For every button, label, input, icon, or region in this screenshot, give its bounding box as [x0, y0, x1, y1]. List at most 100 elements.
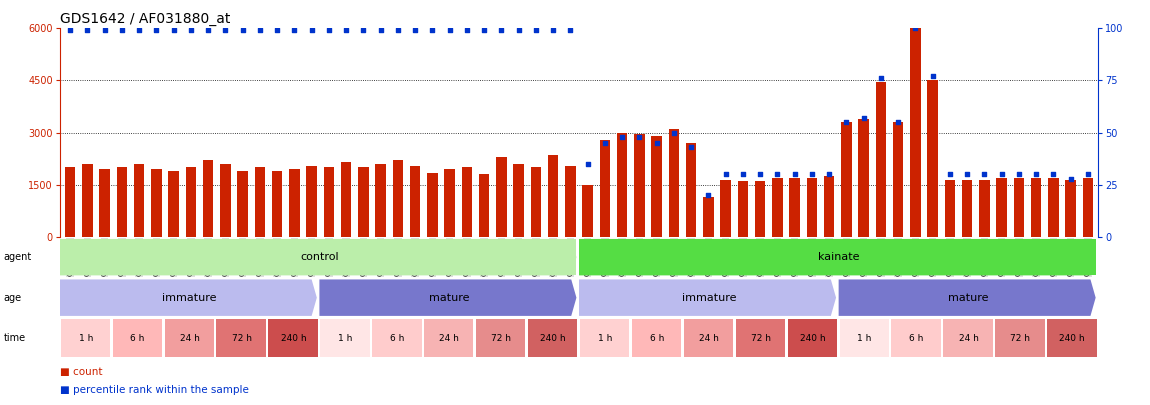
Bar [891, 319, 941, 357]
Point [1061, 175, 1080, 182]
Bar [444, 169, 455, 237]
Point [199, 27, 217, 34]
Text: age: age [3, 293, 22, 303]
Text: kainate: kainate [818, 252, 859, 262]
Bar [635, 134, 645, 237]
Bar [858, 119, 869, 237]
Point [992, 171, 1011, 177]
Bar [995, 319, 1044, 357]
Bar [204, 160, 214, 237]
Point [751, 171, 769, 177]
Point [820, 171, 838, 177]
Bar [133, 164, 145, 237]
Bar [99, 169, 109, 237]
Point [423, 27, 442, 34]
Text: 6 h: 6 h [910, 334, 923, 343]
Bar [531, 167, 542, 237]
FancyArrow shape [60, 239, 576, 275]
Bar [549, 155, 559, 237]
Text: GDS1642 / AF031880_at: GDS1642 / AF031880_at [60, 12, 230, 26]
Point [389, 27, 407, 34]
Point [854, 115, 873, 121]
Bar [911, 28, 921, 237]
Point [527, 27, 545, 34]
Text: 6 h: 6 h [650, 334, 664, 343]
Text: 72 h: 72 h [491, 334, 511, 343]
Point [320, 27, 338, 34]
Text: ■ percentile rank within the sample: ■ percentile rank within the sample [60, 385, 248, 395]
Bar [738, 181, 749, 237]
Bar [461, 167, 473, 237]
Text: 24 h: 24 h [699, 334, 719, 343]
Bar [669, 129, 678, 237]
Bar [476, 319, 526, 357]
Text: 1 h: 1 h [338, 334, 353, 343]
Bar [894, 122, 904, 237]
Bar [409, 166, 421, 237]
Bar [340, 162, 352, 237]
Bar [945, 179, 954, 237]
Text: ■ count: ■ count [60, 367, 102, 377]
Text: 1 h: 1 h [858, 334, 872, 343]
Point [302, 27, 321, 34]
Bar [842, 122, 851, 237]
Bar [113, 319, 162, 357]
Point [699, 192, 718, 198]
FancyArrow shape [320, 279, 576, 316]
Bar [290, 169, 299, 237]
Bar [324, 167, 333, 237]
Point [941, 171, 959, 177]
Bar [528, 319, 577, 357]
Bar [60, 239, 576, 275]
Text: immature: immature [162, 293, 217, 303]
Bar [1083, 178, 1094, 237]
Point [837, 119, 856, 126]
Text: 24 h: 24 h [958, 334, 979, 343]
Bar [1032, 178, 1042, 237]
Point [509, 27, 528, 34]
Bar [237, 171, 247, 237]
Bar [478, 174, 490, 237]
Point [647, 140, 666, 146]
Bar [600, 140, 610, 237]
Point [371, 27, 390, 34]
Point [78, 27, 97, 34]
Bar [578, 239, 1096, 275]
Bar [61, 319, 110, 357]
Bar [1048, 319, 1096, 357]
Text: 240 h: 240 h [1059, 334, 1086, 343]
Point [95, 27, 114, 34]
Bar [566, 166, 576, 237]
Text: 240 h: 240 h [540, 334, 566, 343]
FancyArrow shape [838, 279, 1096, 316]
Bar [216, 319, 266, 357]
Point [544, 27, 562, 34]
Bar [840, 319, 889, 357]
Bar [651, 136, 662, 237]
Bar [582, 185, 593, 237]
Text: 1 h: 1 h [78, 334, 93, 343]
Text: 6 h: 6 h [130, 334, 145, 343]
Point [475, 27, 493, 34]
Point [492, 27, 511, 34]
Point [182, 27, 200, 34]
Text: 24 h: 24 h [179, 334, 200, 343]
Bar [220, 164, 230, 237]
Point [768, 171, 787, 177]
Text: immature: immature [682, 293, 736, 303]
Bar [1014, 178, 1025, 237]
Bar [807, 178, 816, 237]
Bar [152, 169, 161, 237]
Point [578, 161, 597, 167]
Bar [789, 178, 800, 237]
Point [233, 27, 252, 34]
Point [337, 27, 355, 34]
Point [682, 144, 700, 151]
Text: 1 h: 1 h [598, 334, 612, 343]
Point [216, 27, 235, 34]
Bar [704, 197, 713, 237]
Bar [736, 319, 785, 357]
Point [440, 27, 459, 34]
Bar [1066, 179, 1076, 237]
Text: 72 h: 72 h [751, 334, 771, 343]
